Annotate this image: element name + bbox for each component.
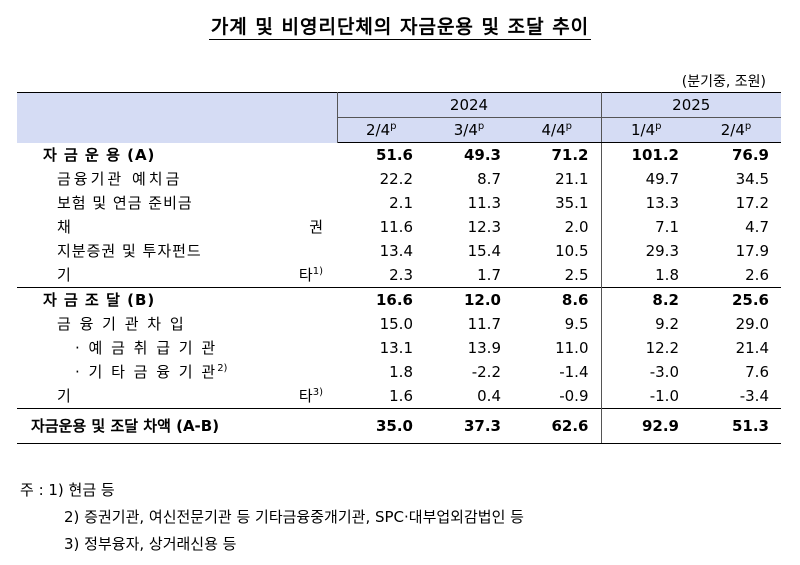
year-header-2024: 2024 (337, 92, 602, 118)
row-label: 기 타3) (57, 387, 323, 405)
table-row: 금 융 기 관 차 입 15.0 11.7 9.5 9.2 29.0 (17, 312, 781, 336)
cell: 51.3 (691, 408, 781, 444)
cell: 2.6 (745, 266, 769, 284)
row-label: 금 융 기 관 차 입 (57, 315, 186, 333)
cell: 11.6 (379, 218, 413, 236)
cell: 101.2 (631, 146, 679, 164)
cell: 0.4 (477, 387, 501, 405)
cell: 17.2 (735, 194, 769, 212)
cell: 49.7 (645, 170, 679, 188)
cell: 17.9 (735, 242, 769, 260)
cell: 49.3 (463, 146, 501, 164)
cell: 7.6 (745, 363, 769, 381)
row-label: · 기 타 금 융 기 관2) (75, 363, 228, 381)
cell: 1.7 (477, 266, 501, 284)
cell: 16.6 (337, 287, 425, 312)
cell: 10.5 (513, 239, 602, 263)
quarter-header: 3/4p (425, 117, 513, 143)
cell: 11.7 (467, 315, 501, 333)
cell: 71.2 (513, 142, 602, 167)
table-row: · 예 금 취 급 기 관 13.1 13.9 11.0 12.2 21.4 (17, 336, 781, 360)
cell: 9.5 (513, 312, 602, 336)
table-row: 보험 및 연금 준비금 2.1 11.3 35.1 13.3 17.2 (17, 191, 781, 215)
table-row: 지분증권 및 투자펀드 13.4 15.4 10.5 29.3 17.9 (17, 239, 781, 263)
cell: 2.0 (513, 215, 602, 239)
cell: 8.2 (601, 287, 691, 312)
cell: 2.1 (389, 194, 413, 212)
cell: 1.8 (655, 266, 679, 284)
year-header-2025: 2025 (601, 92, 781, 118)
cell: 1.8 (389, 363, 413, 381)
footnote-1: 주 : 1) 현금 등 (20, 481, 115, 499)
cell: 29.3 (645, 242, 679, 260)
cell: 9.2 (655, 315, 679, 333)
quarter-header: 1/4p (601, 117, 691, 143)
quarter-header: 4/4p (513, 117, 602, 143)
cell: 12.3 (467, 218, 501, 236)
cell: 4.7 (745, 218, 769, 236)
cell: -1.4 (513, 360, 602, 384)
row-label: 기 타1) (57, 266, 323, 284)
header-corner (17, 92, 338, 143)
flow-of-funds-table: 2024 2025 2/4p 3/4p 4/4p 1/4p 2/4p 자 금 운… (17, 92, 781, 444)
cell: 21.1 (513, 167, 602, 191)
table-row-total: 자금운용 및 조달 차액 (A-B) 35.0 37.3 62.6 92.9 5… (17, 408, 781, 444)
footnotes: 주 : 1) 현금 등 2) 증권기관, 여신전문기관 등 기타금융중개기관, … (20, 477, 524, 558)
cell: -2.2 (471, 363, 501, 381)
table-row: 자 금 운 용 (A) 51.6 49.3 71.2 101.2 76.9 (17, 142, 781, 167)
cell: 92.9 (601, 408, 691, 444)
cell: -1.0 (649, 387, 679, 405)
cell: 34.5 (735, 170, 769, 188)
cell: 13.9 (467, 339, 501, 357)
row-label: 자금운용 및 조달 차액 (A-B) (17, 408, 337, 444)
quarter-header: 2/4p (337, 117, 425, 143)
cell: 11.0 (513, 336, 602, 360)
cell: 15.0 (379, 315, 413, 333)
cell: 21.4 (735, 339, 769, 357)
row-label: 자 금 조 달 (B) (17, 287, 337, 312)
cell: -3.0 (649, 363, 679, 381)
cell: 12.2 (645, 339, 679, 357)
cell: 62.6 (513, 408, 602, 444)
cell: -3.4 (739, 387, 769, 405)
quarter-header: 2/4p (691, 117, 781, 143)
cell: 13.3 (645, 194, 679, 212)
cell: 11.3 (467, 194, 501, 212)
table-row: 자 금 조 달 (B) 16.6 12.0 8.6 8.2 25.6 (17, 287, 781, 312)
cell: 22.2 (379, 170, 413, 188)
row-label: 지분증권 및 투자펀드 (57, 242, 202, 260)
page-title: 가계 및 비영리단체의 자금운용 및 조달 추이 (208, 16, 592, 40)
cell: 2.5 (513, 263, 602, 288)
unit-label: (분기중, 조원) (681, 74, 766, 90)
cell: 25.6 (691, 287, 781, 312)
cell: 7.1 (655, 218, 679, 236)
cell: 8.6 (513, 287, 602, 312)
cell: 37.3 (425, 408, 513, 444)
table-row: 금융기관 예치금 22.2 8.7 21.1 49.7 34.5 (17, 167, 781, 191)
cell: 13.4 (379, 242, 413, 260)
cell: 76.9 (731, 146, 769, 164)
row-label: · 예 금 취 급 기 관 (75, 339, 218, 357)
table-row: · 기 타 금 융 기 관2) 1.8 -2.2 -1.4 -3.0 7.6 (17, 360, 781, 384)
cell: 35.1 (513, 191, 602, 215)
cell: 29.0 (735, 315, 769, 333)
cell: 35.0 (337, 408, 425, 444)
table-row: 기 타1) 2.3 1.7 2.5 1.8 2.6 (17, 263, 781, 288)
table-row: 기 타3) 1.6 0.4 -0.9 -1.0 -3.4 (17, 384, 781, 409)
cell: 15.4 (467, 242, 501, 260)
cell: 1.6 (389, 387, 413, 405)
cell: 13.1 (379, 339, 413, 357)
row-label: 자 금 운 용 (A) (43, 145, 156, 164)
cell: -0.9 (513, 384, 602, 409)
cell: 2.3 (389, 266, 413, 284)
row-label: 금융기관 예치금 (57, 170, 183, 188)
cell: 12.0 (425, 287, 513, 312)
cell: 8.7 (477, 170, 501, 188)
footnote-3: 3) 정부융자, 상거래신용 등 (64, 535, 237, 553)
footnote-2: 2) 증권기관, 여신전문기관 등 기타금융중개기관, SPC·대부업외감법인 … (64, 508, 524, 526)
cell: 51.6 (375, 146, 413, 164)
row-label: 보험 및 연금 준비금 (57, 194, 193, 212)
